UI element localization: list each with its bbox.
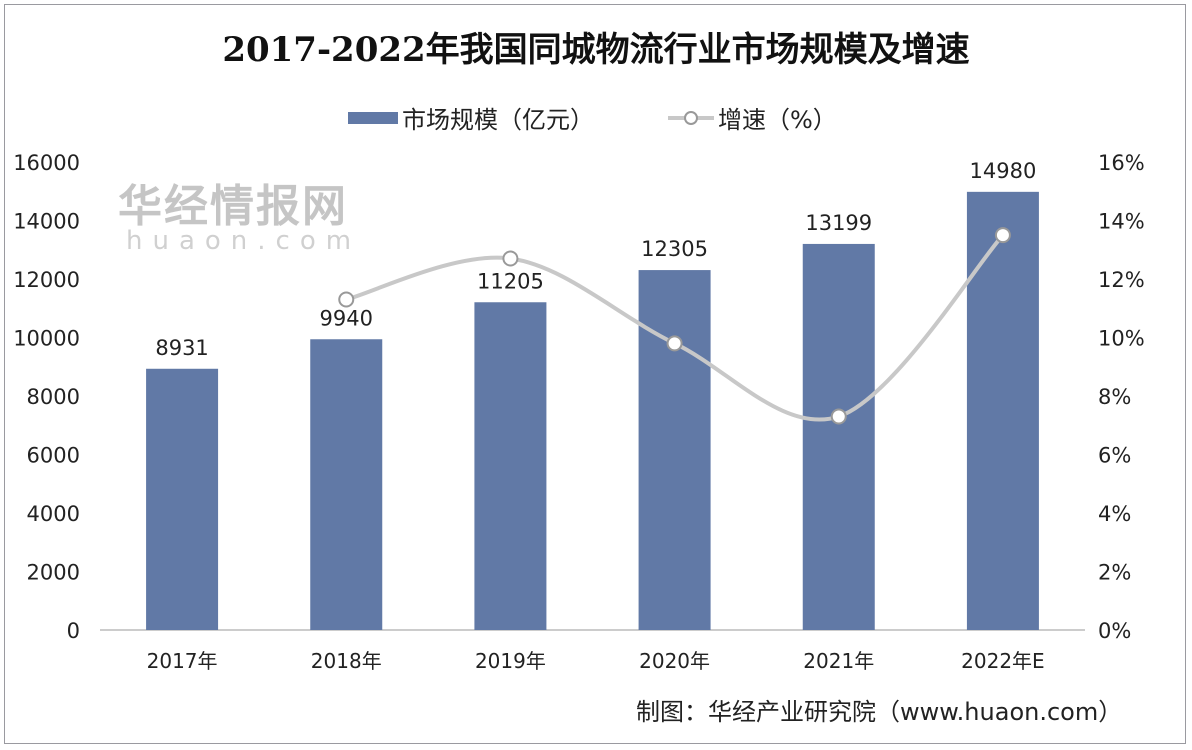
bar-2021年	[802, 243, 875, 630]
bar-data-label: 8931	[155, 336, 208, 360]
chart-title: 2017-2022年我国同城物流行业市场规模及增速	[222, 30, 970, 70]
x-axis-tick: 2018年	[311, 649, 382, 673]
growth-point	[994, 227, 1011, 244]
legend-line-label: 增速（%）	[718, 106, 837, 134]
legend-line-marker	[684, 111, 698, 125]
legend-bar-label: 市场规模（亿元）	[402, 106, 594, 134]
right-axis-tick: 4%	[1098, 502, 1131, 526]
bar-2017年	[146, 368, 219, 630]
watermark-logo: 华经情报网	[118, 181, 348, 232]
legend-bar-swatch	[348, 112, 398, 124]
right-axis-tick: 0%	[1098, 619, 1131, 643]
x-axis-tick: 2021年	[803, 649, 874, 673]
bar-data-label: 9940	[320, 306, 373, 330]
bar-2019年	[474, 302, 547, 630]
x-axis-tick: 2019年	[475, 649, 546, 673]
x-axis-tick: 2022年E	[961, 649, 1045, 673]
bar-2018年	[310, 339, 383, 630]
right-axis-tick: 8%	[1098, 385, 1131, 409]
bar-data-label: 13199	[805, 211, 872, 235]
growth-point	[666, 335, 683, 352]
bar-2022年E	[966, 191, 1039, 630]
x-axis-tick: 2017年	[147, 649, 218, 673]
left-axis-tick: 6000	[27, 444, 80, 468]
left-axis-tick: 4000	[27, 502, 80, 526]
bar-data-label: 11205	[477, 269, 544, 293]
left-axis-tick: 8000	[27, 385, 80, 409]
left-axis-tick: 10000	[13, 327, 80, 351]
left-axis-tick: 14000	[13, 210, 80, 234]
right-axis-tick: 10%	[1098, 327, 1145, 351]
left-axis-tick: 0	[67, 619, 80, 643]
left-axis-tick: 12000	[13, 268, 80, 292]
left-axis-tick: 2000	[27, 561, 80, 585]
growth-point	[830, 408, 847, 425]
growth-point	[338, 291, 355, 308]
source-note: 制图：华经产业研究院（www.huaon.com）	[636, 698, 1123, 726]
bar-2020年	[638, 270, 711, 630]
left-axis-tick: 16000	[13, 151, 80, 175]
x-axis-tick: 2020年	[639, 649, 710, 673]
bar-data-label: 12305	[641, 237, 708, 261]
bar-data-label: 14980	[970, 159, 1037, 183]
watermark-url: huaon.com	[126, 226, 362, 256]
chart-frame	[4, 4, 1186, 744]
right-axis-tick: 14%	[1098, 210, 1145, 234]
right-axis-tick: 12%	[1098, 268, 1145, 292]
right-axis-tick: 2%	[1098, 561, 1131, 585]
right-axis-tick: 16%	[1098, 151, 1145, 175]
right-axis-tick: 6%	[1098, 444, 1131, 468]
growth-point	[502, 250, 519, 267]
